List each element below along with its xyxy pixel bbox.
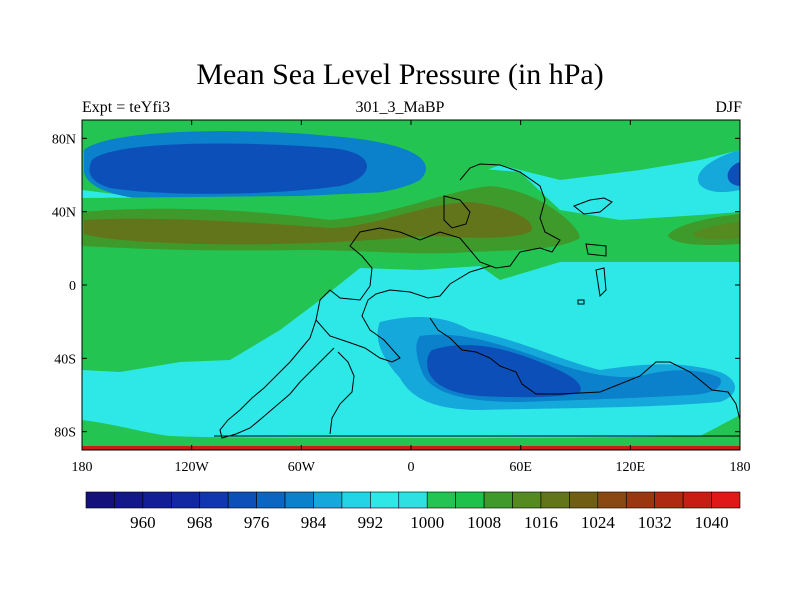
coastline-greenland <box>443 195 471 229</box>
coastline-south-america <box>219 319 335 439</box>
colorbar-swatch <box>455 491 485 509</box>
colorbar-swatch <box>85 491 115 509</box>
colorbar-swatch <box>569 491 599 509</box>
coastline-antarctic-peninsula <box>329 351 355 435</box>
colorbar-label: 1024 <box>581 513 616 532</box>
colorbar-swatch <box>199 491 229 509</box>
plot-area <box>82 120 740 450</box>
colorbar-swatch <box>341 491 371 509</box>
y-axis-ticks: 80N 40N 0 40S 80S <box>52 132 740 441</box>
colorbar-swatch <box>654 491 684 509</box>
field-east-low <box>698 150 740 193</box>
coastline-small-islands <box>573 197 613 305</box>
colorbar-swatch <box>426 491 456 509</box>
coastline-africa <box>429 317 740 421</box>
coastlines <box>214 163 740 439</box>
colorbar-label: 1008 <box>467 513 501 532</box>
colorbar-swatch <box>682 491 712 509</box>
y-tick-label: 80N <box>52 132 76 147</box>
colorbar-label: 1016 <box>524 513 558 532</box>
colorbar-swatch <box>711 491 741 509</box>
colorbar-swatch <box>313 491 343 509</box>
x-tick-label: 180 <box>72 460 93 475</box>
colorbar-label: 992 <box>358 513 384 532</box>
colorbar-label: 968 <box>187 513 213 532</box>
chart-title: Mean Sea Level Pressure (in hPa) <box>196 58 604 91</box>
field-south-low-core <box>427 345 581 398</box>
y-tick-label: 40S <box>54 352 76 367</box>
field-east-low-core <box>727 162 740 186</box>
colorbar-label: 1000 <box>410 513 444 532</box>
colorbar-swatch <box>114 491 144 509</box>
y-tick-label: 80S <box>54 426 76 441</box>
center-string: 301_3_MaBP <box>355 99 445 116</box>
field-subtropical-high-core <box>84 202 532 245</box>
x-tick-label: 180 <box>730 460 751 475</box>
field-east-high-core <box>693 222 740 240</box>
coastline-north-america <box>315 163 561 363</box>
y-tick-label: 40N <box>52 206 76 221</box>
colorbar-label: 1032 <box>638 513 672 532</box>
colorbar-swatch <box>483 491 513 509</box>
colorbar-labels: 960 968 976 984 992 1000 1008 1016 1024 1032 1040 <box>130 513 728 532</box>
x-tick-label: 120W <box>175 460 210 475</box>
colorbar-label: 960 <box>130 513 156 532</box>
colorbar-swatch <box>370 491 400 509</box>
x-tick-label: 0 <box>408 460 415 475</box>
colorbar-swatch <box>540 491 570 509</box>
colorbar-swatch <box>227 491 257 509</box>
colorbar-swatch <box>256 491 286 509</box>
colorbar-swatch <box>171 491 201 509</box>
colorbar-swatch <box>512 491 542 509</box>
colorbar-label: 984 <box>301 513 327 532</box>
colorbar-swatch <box>597 491 627 509</box>
x-tick-label: 120E <box>616 460 646 475</box>
colorbar-swatch <box>625 491 655 509</box>
colorbar <box>85 491 741 509</box>
x-tick-label: 60E <box>509 460 532 475</box>
left-string: Expt = teYfi3 <box>82 99 171 116</box>
right-string: DJF <box>715 99 742 116</box>
x-axis-ticks: 180 120W 60W 0 60E 120E 180 <box>72 120 751 475</box>
x-tick-label: 60W <box>288 460 316 475</box>
colorbar-swatch <box>142 491 172 509</box>
y-tick-label: 0 <box>69 279 76 294</box>
field-antarctic-green <box>82 415 740 450</box>
field-north-pacific-low-core <box>89 143 367 194</box>
colorbar-label: 976 <box>244 513 270 532</box>
colorbar-swatch <box>398 491 428 509</box>
colorbar-swatch <box>284 491 314 509</box>
colorbar-label: 1040 <box>695 513 729 532</box>
